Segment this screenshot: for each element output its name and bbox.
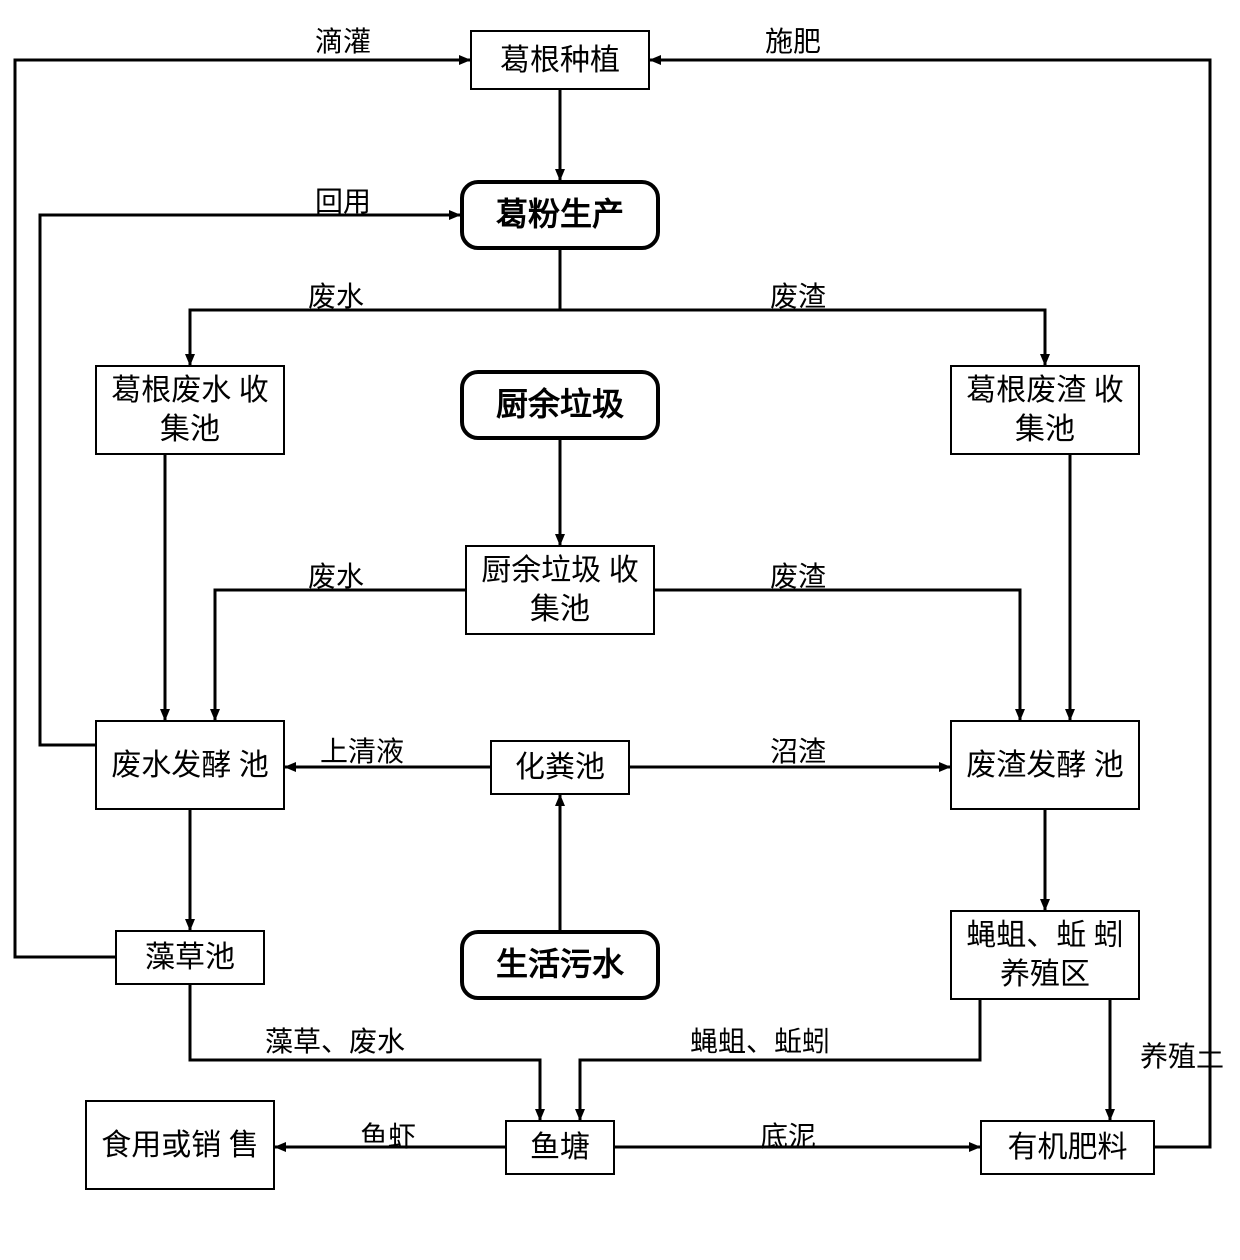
node-gegen_residue_pool: 葛根废渣 收集池: [950, 365, 1140, 455]
edge-label-breeding_soil: 养殖土: [1140, 1035, 1224, 1075]
node-organic_fertilizer: 有机肥料: [980, 1120, 1155, 1175]
edge-label-fish_shrimp: 鱼虾: [360, 1115, 416, 1155]
edge-label-wastewater1: 废水: [308, 275, 364, 315]
edge-label-fertilize: 施肥: [765, 20, 821, 60]
node-gegen_wastewater_pool: 葛根废水 收集池: [95, 365, 285, 455]
edge-split1-to-gegen_residue_pool: [560, 310, 1045, 365]
node-residue_ferment: 废渣发酵 池: [950, 720, 1140, 810]
edge-split1-to-gegen_wastewater_pool: [190, 310, 560, 365]
node-kitchen_waste: 厨余垃圾: [460, 370, 660, 440]
edge-label-biogas_residue: 沼渣: [770, 730, 826, 770]
edge-maggot_worm_zone-to-fish_pond: [580, 1000, 980, 1120]
edge-wastewater_ferment-to-gefen_production_reuse: [40, 215, 460, 745]
node-kitchen_waste_pool: 厨余垃圾 收集池: [465, 545, 655, 635]
edge-label-sediment: 底泥: [760, 1115, 816, 1155]
edge-label-drip_irrigation: 滴灌: [315, 20, 371, 60]
edge-kitchen_waste_pool-to-residue_ferment: [655, 590, 1020, 720]
node-eat_or_sell: 食用或销 售: [85, 1100, 275, 1190]
edge-label-supernatant: 上清液: [320, 730, 404, 770]
node-algae_pond: 藻草池: [115, 930, 265, 985]
node-domestic_sewage: 生活污水: [460, 930, 660, 1000]
edge-kitchen_waste_pool-to-wastewater_ferment: [215, 590, 465, 720]
edge-algae_pond-to-gegen_planting_drip: [15, 60, 470, 957]
node-septic_tank: 化粪池: [490, 740, 630, 795]
edge-label-residue1: 废渣: [770, 275, 826, 315]
node-gefen_production: 葛粉生产: [460, 180, 660, 250]
edge-label-algae_wastewater: 藻草、废水: [265, 1020, 405, 1060]
node-fish_pond: 鱼塘: [505, 1120, 615, 1175]
edge-label-residue2: 废渣: [770, 555, 826, 595]
node-wastewater_ferment: 废水发酵 池: [95, 720, 285, 810]
edge-label-reuse: 回用: [315, 180, 371, 220]
node-maggot_worm_zone: 蝇蛆、蚯 蚓养殖区: [950, 910, 1140, 1000]
node-gegen_planting: 葛根种植: [470, 30, 650, 90]
edge-label-wastewater2: 废水: [308, 555, 364, 595]
edge-label-maggot_worm: 蝇蛆、蚯蚓: [690, 1020, 830, 1060]
